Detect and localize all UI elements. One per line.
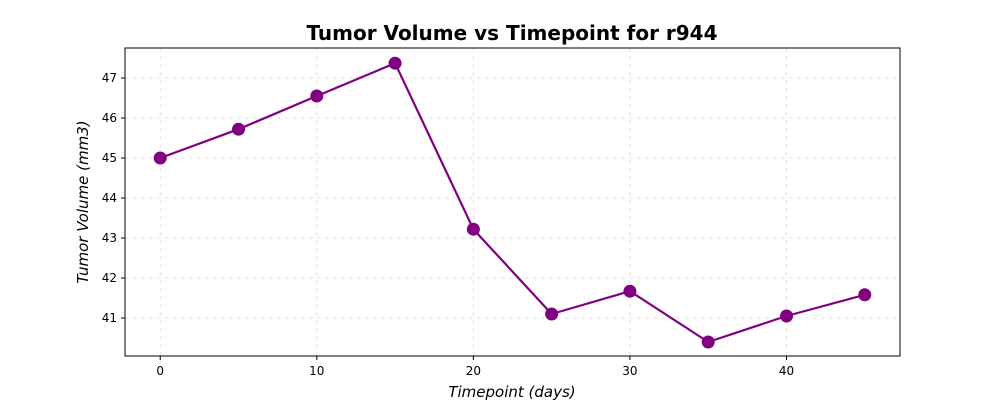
data-point bbox=[779, 309, 793, 323]
x-tick-label: 40 bbox=[779, 364, 794, 378]
y-axis-label: Tumor Volume (mm3) bbox=[74, 120, 92, 283]
y-axis: 41 42 43 44 45 46 47 bbox=[102, 71, 125, 325]
series-line bbox=[159, 62, 866, 344]
y-tick-label: 43 bbox=[102, 231, 117, 245]
chart-title: Tumor Volume vs Timepoint for r944 bbox=[306, 21, 717, 45]
x-axis: 0 10 20 30 40 bbox=[156, 356, 794, 378]
data-point bbox=[858, 288, 872, 302]
y-tick-label: 47 bbox=[102, 71, 117, 85]
data-point bbox=[545, 307, 559, 321]
grid bbox=[125, 48, 900, 356]
x-axis-label: Timepoint (days) bbox=[448, 383, 575, 400]
y-tick-label: 46 bbox=[102, 111, 117, 125]
data-point bbox=[466, 222, 480, 236]
y-tick-label: 42 bbox=[102, 271, 117, 285]
data-point bbox=[623, 284, 637, 298]
plot-area-frame bbox=[124, 47, 901, 357]
x-tick-label: 0 bbox=[156, 364, 164, 378]
data-point bbox=[310, 89, 324, 103]
x-tick-label: 10 bbox=[309, 364, 324, 378]
data-point bbox=[388, 56, 402, 70]
data-point bbox=[153, 151, 167, 165]
data-point bbox=[701, 335, 715, 349]
data-point bbox=[232, 122, 246, 136]
y-tick-label: 41 bbox=[102, 311, 117, 325]
y-tick-label: 44 bbox=[102, 191, 117, 205]
y-tick-label: 45 bbox=[102, 151, 117, 165]
x-tick-label: 20 bbox=[466, 364, 481, 378]
series-layer bbox=[153, 56, 872, 349]
x-tick-label: 30 bbox=[622, 364, 637, 378]
